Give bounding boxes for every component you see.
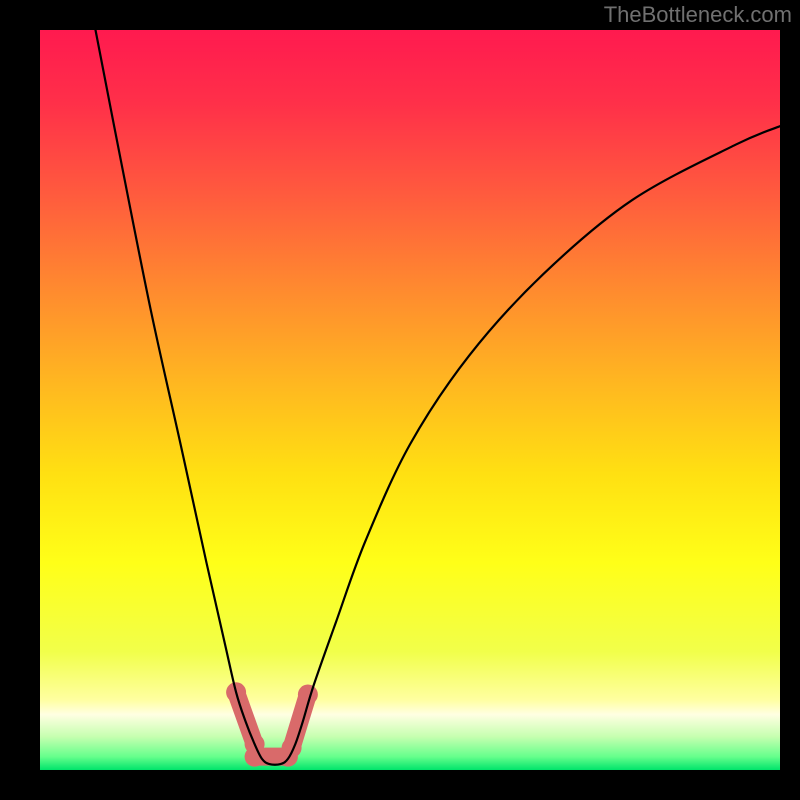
chart-svg: [40, 30, 780, 770]
plot-area: [40, 30, 780, 770]
gradient-background: [40, 30, 780, 770]
chart-container: { "watermark": { "text": "TheBottleneck.…: [0, 0, 800, 800]
watermark-text: TheBottleneck.com: [604, 2, 792, 28]
